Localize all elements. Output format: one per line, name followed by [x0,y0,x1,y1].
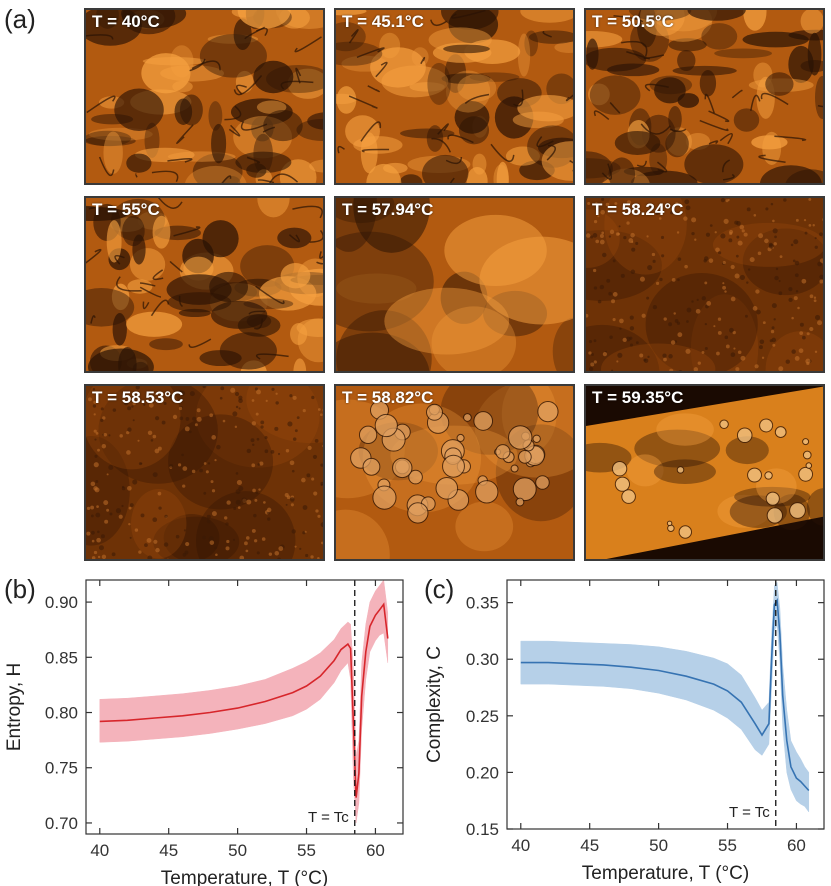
series-line [99,602,389,798]
temperature-label: T = 50.5°C [592,12,674,31]
micrograph-7: T = 58.53°C [84,384,325,561]
x-tick-label: 40 [90,841,109,860]
micrograph-3: T = 50.5°C [584,8,825,185]
temperature-label: T = 58.24°C [592,200,684,219]
micrograph-8: T = 58.82°C [334,384,575,561]
micrograph-image [86,386,323,559]
y-tick-label: 0.30 [466,650,499,669]
series-line [520,597,810,792]
uncertainty-band [520,581,810,813]
micrograph-image [336,386,573,559]
micrograph-4: T = 55°C [84,196,325,373]
y-tick-label: 0.35 [466,594,499,613]
micrograph-image [86,198,323,371]
temperature-label: T = 58.82°C [342,388,434,407]
micrograph-image [586,198,823,371]
micrograph-9: T = 59.35°C [584,384,825,561]
micrograph-image [86,10,323,183]
entropy-chart: 40 45 50 55 60 0.70 0.75 0.80 0.85 0.90 Temperatur… [4,579,404,886]
x-axis-label: Temperature, T (°C) [582,863,749,884]
y-axis-label: Complexity, C [424,646,445,763]
temperature-label: T = 55°C [92,200,160,219]
y-tick-label: 0.70 [45,814,78,833]
micrograph-2: T = 45.1°C [334,8,575,185]
y-tick-label: 0.85 [45,648,78,667]
micrograph-image [336,198,573,371]
temperature-label: T = 40°C [92,12,160,31]
x-tick-label: 45 [159,841,178,860]
x-axis-label: Temperature, T (°C) [161,868,328,886]
x-tick-label: 60 [366,841,385,860]
x-tick-label: 55 [718,836,737,855]
micrograph-1: T = 40°C [84,8,325,185]
x-tick-label: 50 [228,841,247,860]
y-tick-label: 0.20 [466,763,499,782]
temperature-label: T = 45.1°C [342,12,424,31]
tc-annotation: T = Tc [729,804,770,821]
uncertainty-band [99,579,389,824]
plot-frame [85,579,404,835]
y-axis-label: Entropy, H [4,663,25,751]
micrograph-6: T = 58.24°C [584,196,825,373]
micrograph-image [586,10,823,183]
plot-frame [506,579,825,830]
complexity-chart: 40 45 50 55 60 0.15 0.20 0.25 0.30 0.35 Temperatur… [424,579,825,884]
x-tick-label: 40 [511,836,530,855]
temperature-label: T = 58.53°C [92,388,184,407]
panel-label-a: (a) [4,4,36,34]
micrograph-image [586,386,823,559]
panel-label-c: (c) [424,574,455,604]
y-tick-label: 0.90 [45,593,78,612]
x-tick-label: 55 [297,841,316,860]
panel-label-b: (b) [4,574,36,604]
y-tick-label: 0.15 [466,820,499,839]
x-tick-label: 60 [787,836,806,855]
x-tick-label: 45 [580,836,599,855]
tc-annotation: T = Tc [308,809,349,826]
y-tick-label: 0.25 [466,707,499,726]
micrograph-5: T = 57.94°C [334,196,575,373]
micrograph-image [336,10,573,183]
y-tick-label: 0.75 [45,759,78,778]
y-tick-label: 0.80 [45,704,78,723]
x-tick-label: 50 [649,836,668,855]
temperature-label: T = 59.35°C [592,388,684,407]
temperature-label: T = 57.94°C [342,200,434,219]
